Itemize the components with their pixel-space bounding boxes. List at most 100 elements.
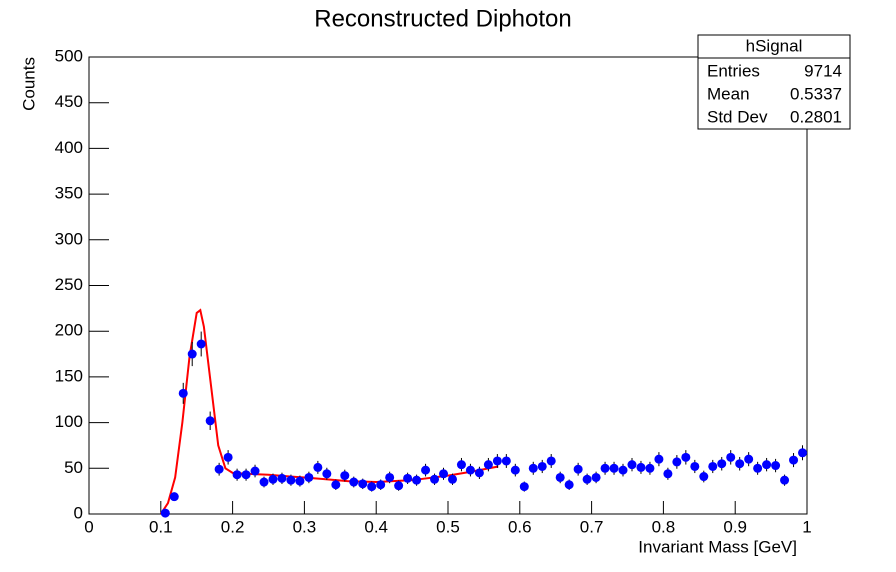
x-tick-label: 0.4 — [364, 517, 388, 536]
data-point — [205, 416, 215, 426]
data-point — [358, 479, 368, 489]
data-point — [286, 475, 296, 485]
data-point — [412, 475, 422, 485]
data-point — [789, 455, 799, 465]
data-point — [735, 459, 745, 469]
data-point — [367, 482, 377, 492]
data-point — [672, 457, 682, 467]
data-point — [744, 454, 754, 464]
y-tick-label: 300 — [55, 229, 83, 248]
data-point — [259, 477, 269, 487]
x-tick-label: 0.1 — [149, 517, 173, 536]
data-point — [304, 472, 314, 482]
data-point — [295, 476, 305, 486]
data-point — [232, 470, 242, 480]
data-point — [726, 452, 736, 462]
data-point — [591, 472, 601, 482]
data-point — [609, 463, 619, 473]
data-point — [385, 472, 395, 482]
y-tick-label: 0 — [74, 503, 83, 522]
data-point — [169, 492, 179, 502]
data-point — [636, 462, 646, 472]
data-point — [349, 477, 359, 487]
data-point — [340, 471, 350, 481]
data-point — [331, 480, 341, 490]
data-point — [627, 460, 637, 470]
x-tick-label: 0.2 — [221, 517, 245, 536]
data-point — [178, 388, 188, 398]
x-tick-label: 0.8 — [652, 517, 676, 536]
data-point — [681, 452, 691, 462]
data-point — [403, 473, 413, 483]
y-tick-label: 500 — [55, 46, 83, 65]
stats-label: Std Dev — [707, 107, 768, 126]
fit-curve — [159, 308, 499, 515]
data-point — [376, 480, 386, 490]
data-point — [250, 466, 260, 476]
x-tick-label: 0 — [84, 517, 93, 536]
data-point — [654, 454, 664, 464]
data-point — [447, 474, 457, 484]
data-point — [492, 456, 502, 466]
stats-label: Mean — [707, 84, 750, 103]
data-point — [546, 456, 556, 466]
data-point — [196, 339, 206, 349]
data-point — [708, 461, 718, 471]
data-point — [394, 481, 404, 491]
data-point — [510, 465, 520, 475]
y-tick-label: 50 — [64, 458, 83, 477]
data-point — [564, 480, 574, 490]
x-tick-label: 0.6 — [508, 517, 532, 536]
data-point — [618, 465, 628, 475]
data-point — [663, 469, 673, 479]
stats-title: hSignal — [746, 36, 803, 55]
x-tick-label: 0.9 — [723, 517, 747, 536]
data-point — [555, 472, 565, 482]
data-point — [313, 462, 323, 472]
data-point — [600, 463, 610, 473]
data-point — [528, 463, 538, 473]
data-point — [483, 460, 493, 470]
data-point — [537, 461, 547, 471]
y-tick-label: 100 — [55, 412, 83, 431]
data-point — [160, 508, 170, 518]
data-point — [430, 474, 440, 484]
stats-value: 9714 — [804, 61, 842, 80]
chart-title: Reconstructed Diphoton — [314, 5, 571, 32]
y-tick-label: 400 — [55, 138, 83, 157]
y-tick-label: 350 — [55, 184, 83, 203]
x-axis-label: Invariant Mass [GeV] — [638, 537, 797, 556]
data-point — [582, 474, 592, 484]
data-point — [474, 468, 484, 478]
data-point — [223, 452, 233, 462]
data-point — [645, 463, 655, 473]
x-tick-label: 0.7 — [580, 517, 604, 536]
data-point — [780, 475, 790, 485]
x-tick-label: 1 — [802, 517, 811, 536]
data-point — [268, 474, 278, 484]
y-tick-label: 200 — [55, 321, 83, 340]
data-point — [699, 472, 709, 482]
data-point — [439, 469, 449, 479]
data-point — [762, 460, 772, 470]
y-tick-label: 150 — [55, 366, 83, 385]
stats-value: 0.5337 — [790, 84, 842, 103]
stats-value: 0.2801 — [790, 107, 842, 126]
data-point — [465, 465, 475, 475]
x-tick-label: 0.5 — [436, 517, 460, 536]
x-tick-label: 0.3 — [293, 517, 317, 536]
stats-label: Entries — [707, 61, 760, 80]
data-point — [214, 464, 224, 474]
stats-frame — [697, 34, 851, 130]
y-tick-label: 250 — [55, 275, 83, 294]
data-point — [798, 448, 808, 458]
data-point — [277, 473, 287, 483]
data-point — [717, 459, 727, 469]
y-axis-label: Counts — [19, 57, 38, 111]
data-point — [456, 460, 466, 470]
y-tick-label: 450 — [55, 92, 83, 111]
data-point — [771, 461, 781, 471]
data-point — [753, 463, 763, 473]
data-point — [519, 482, 529, 492]
